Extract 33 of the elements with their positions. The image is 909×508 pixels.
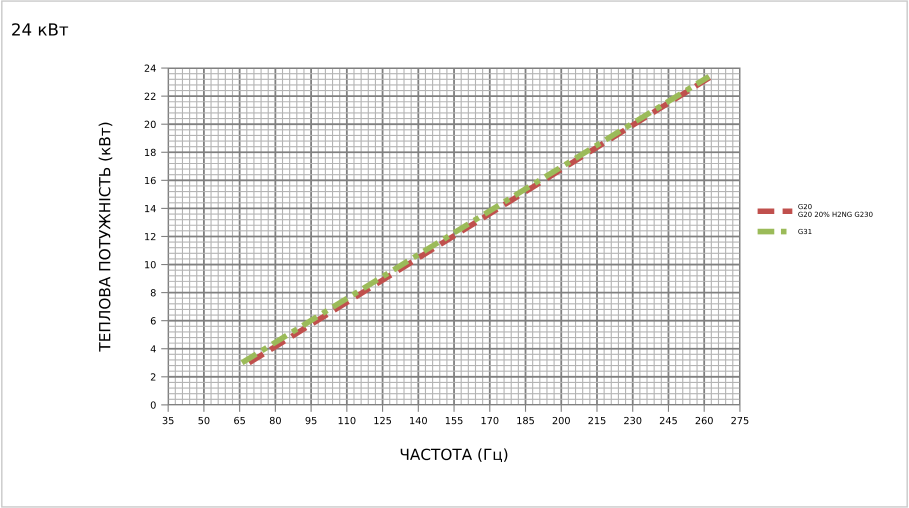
x-tick-label: 140 [410, 416, 427, 424]
x-tick-label: 95 [306, 416, 316, 424]
x-tick-label: 35 [162, 416, 174, 424]
x-tick-label: 65 [234, 416, 245, 424]
y-tick-label: 20 [144, 120, 156, 128]
x-tick-label: 155 [446, 416, 462, 424]
y-tick-label: 16 [145, 176, 156, 184]
y-tick-label: 22 [144, 92, 156, 100]
x-tick-label: 80 [270, 416, 281, 424]
x-tick-label: 185 [517, 416, 534, 424]
y-tick-label: 2 [150, 373, 156, 381]
x-tick-label: 125 [374, 416, 392, 424]
x-tick-label: 50 [198, 416, 210, 424]
x-tick-label: 110 [338, 416, 356, 424]
x-axis-title: ЧАСТОТА (Гц) [400, 448, 508, 462]
y-tick-label: 0 [150, 401, 156, 409]
y-tick-label: 4 [150, 345, 156, 352]
x-tick-label: 215 [588, 416, 606, 424]
x-tick-label: 275 [731, 416, 748, 424]
y-tick-label: 6 [150, 317, 156, 325]
x-tick-label: 260 [696, 416, 713, 424]
y-tick-label: 18 [145, 148, 156, 156]
y-tick-label: 24 [144, 64, 156, 72]
x-tick-label: 170 [482, 416, 498, 424]
y-tick-label: 14 [145, 205, 156, 212]
y-axis-title: ТЕПЛОВА ПОТУЖНІСТЬ (кВт) [98, 122, 112, 352]
x-tick-label: 230 [624, 416, 642, 424]
y-tick-label: 10 [145, 261, 156, 268]
x-tick-label: 200 [552, 416, 570, 424]
y-tick-label: 12 [145, 232, 156, 240]
y-tick-label: 8 [150, 289, 156, 296]
x-tick-label: 245 [660, 416, 677, 424]
chart-title: 24 кВт [12, 23, 68, 36]
